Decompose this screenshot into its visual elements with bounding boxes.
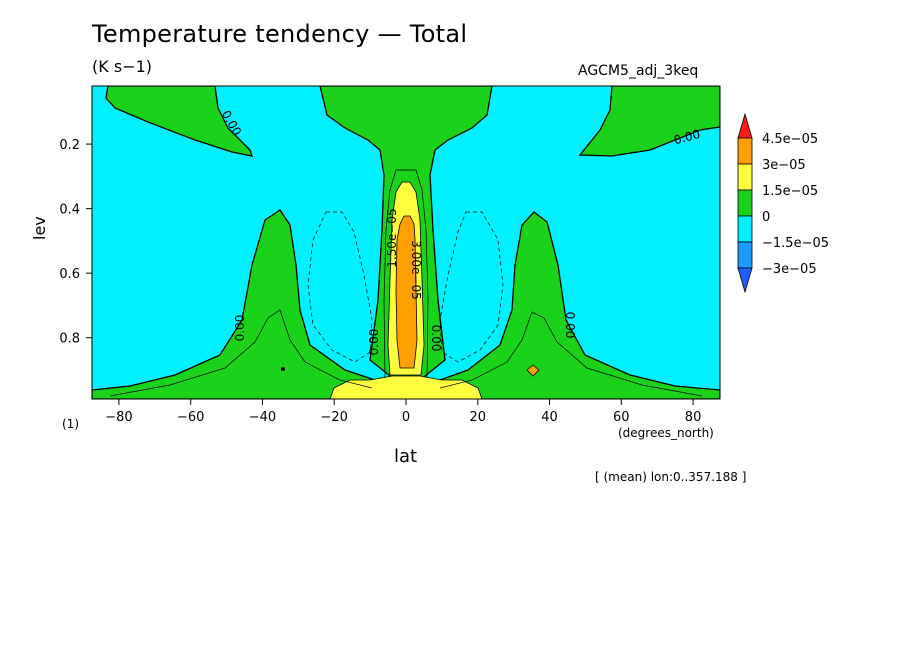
contour-line-stem [383, 169, 429, 379]
contour-label: 1.50e−05 [385, 208, 399, 267]
peak-region [395, 215, 418, 369]
x-tick-label: −60 [177, 410, 204, 425]
colorbar-swatch [737, 189, 753, 217]
x-units-label: (degrees_north) [618, 426, 714, 440]
contour-label: 3.00e−05 [409, 240, 423, 299]
colorbar-swatch [737, 267, 753, 294]
colorbar-swatch [737, 137, 753, 165]
contour-field [92, 86, 720, 399]
x-tick-label: 20 [469, 410, 486, 425]
x-tick-label: 60 [613, 410, 630, 425]
x-axis: −80 −60 −40 −20 0 20 40 60 80 [105, 399, 701, 425]
colorbar-label: 0 [762, 210, 770, 225]
colorbar-swatch [737, 215, 753, 243]
negative-contour-right [439, 211, 504, 363]
x-tick-label: −40 [249, 410, 276, 425]
x-tick-label: −80 [105, 410, 132, 425]
contour-label: 0.00 [233, 315, 247, 342]
contour-label: 0.00 [367, 329, 381, 356]
contour-label: 0.00 [429, 325, 443, 352]
contour-label: 0.00 [672, 127, 701, 147]
contour-line-right [439, 311, 703, 397]
y-tick-label: 0.6 [59, 267, 80, 282]
positive-region-top-right [578, 86, 720, 157]
y-tick-label: 0.4 [59, 203, 80, 218]
units-label: (K s−1) [92, 57, 152, 76]
mean-note: [ (mean) lon:0..357.188 ] [595, 470, 747, 484]
x-tick-label: 40 [541, 410, 558, 425]
contour-point [281, 367, 285, 371]
colorbar-label: −3e−05 [762, 262, 817, 277]
colorbar-label: −1.5e−05 [762, 236, 829, 251]
contour-label: 0.00 [563, 312, 577, 339]
colorbar-label: 4.5e−05 [762, 132, 818, 147]
model-label: AGCM5_adj_3keq [578, 63, 699, 79]
colorbar-label: 1.5e−05 [762, 184, 818, 199]
panel-tag: (1) [62, 417, 79, 431]
contour-labels: 0.00 0.000.000.00 0.00 0.001.50e−053.00e−05 [219, 108, 702, 355]
colorbar-label: 3e−05 [762, 158, 806, 173]
colorbar-swatch [737, 112, 753, 139]
x-tick-label: −20 [321, 410, 348, 425]
colorbar-swatch [737, 241, 753, 269]
colorbar: 4.5e−05 3e−05 1.5e−05 0 −1.5e−05 −3e−05 [737, 112, 829, 294]
x-axis-label: lat [394, 446, 418, 467]
chart-title: Temperature tendency — Total [92, 20, 468, 48]
colorbar-swatch [737, 163, 753, 191]
y-tick-label: 0.2 [59, 138, 80, 153]
peak-region-small [526, 364, 540, 377]
positive-region-top-left [105, 86, 253, 157]
high-region-surface [329, 375, 483, 399]
y-axis: 0.2 0.4 0.6 0.8 [59, 138, 92, 347]
contour-line-left [109, 309, 373, 397]
x-tick-label: 80 [685, 410, 702, 425]
y-tick-label: 0.8 [59, 332, 80, 347]
x-tick-label: 0 [402, 410, 410, 425]
negative-contour-left [307, 211, 373, 363]
